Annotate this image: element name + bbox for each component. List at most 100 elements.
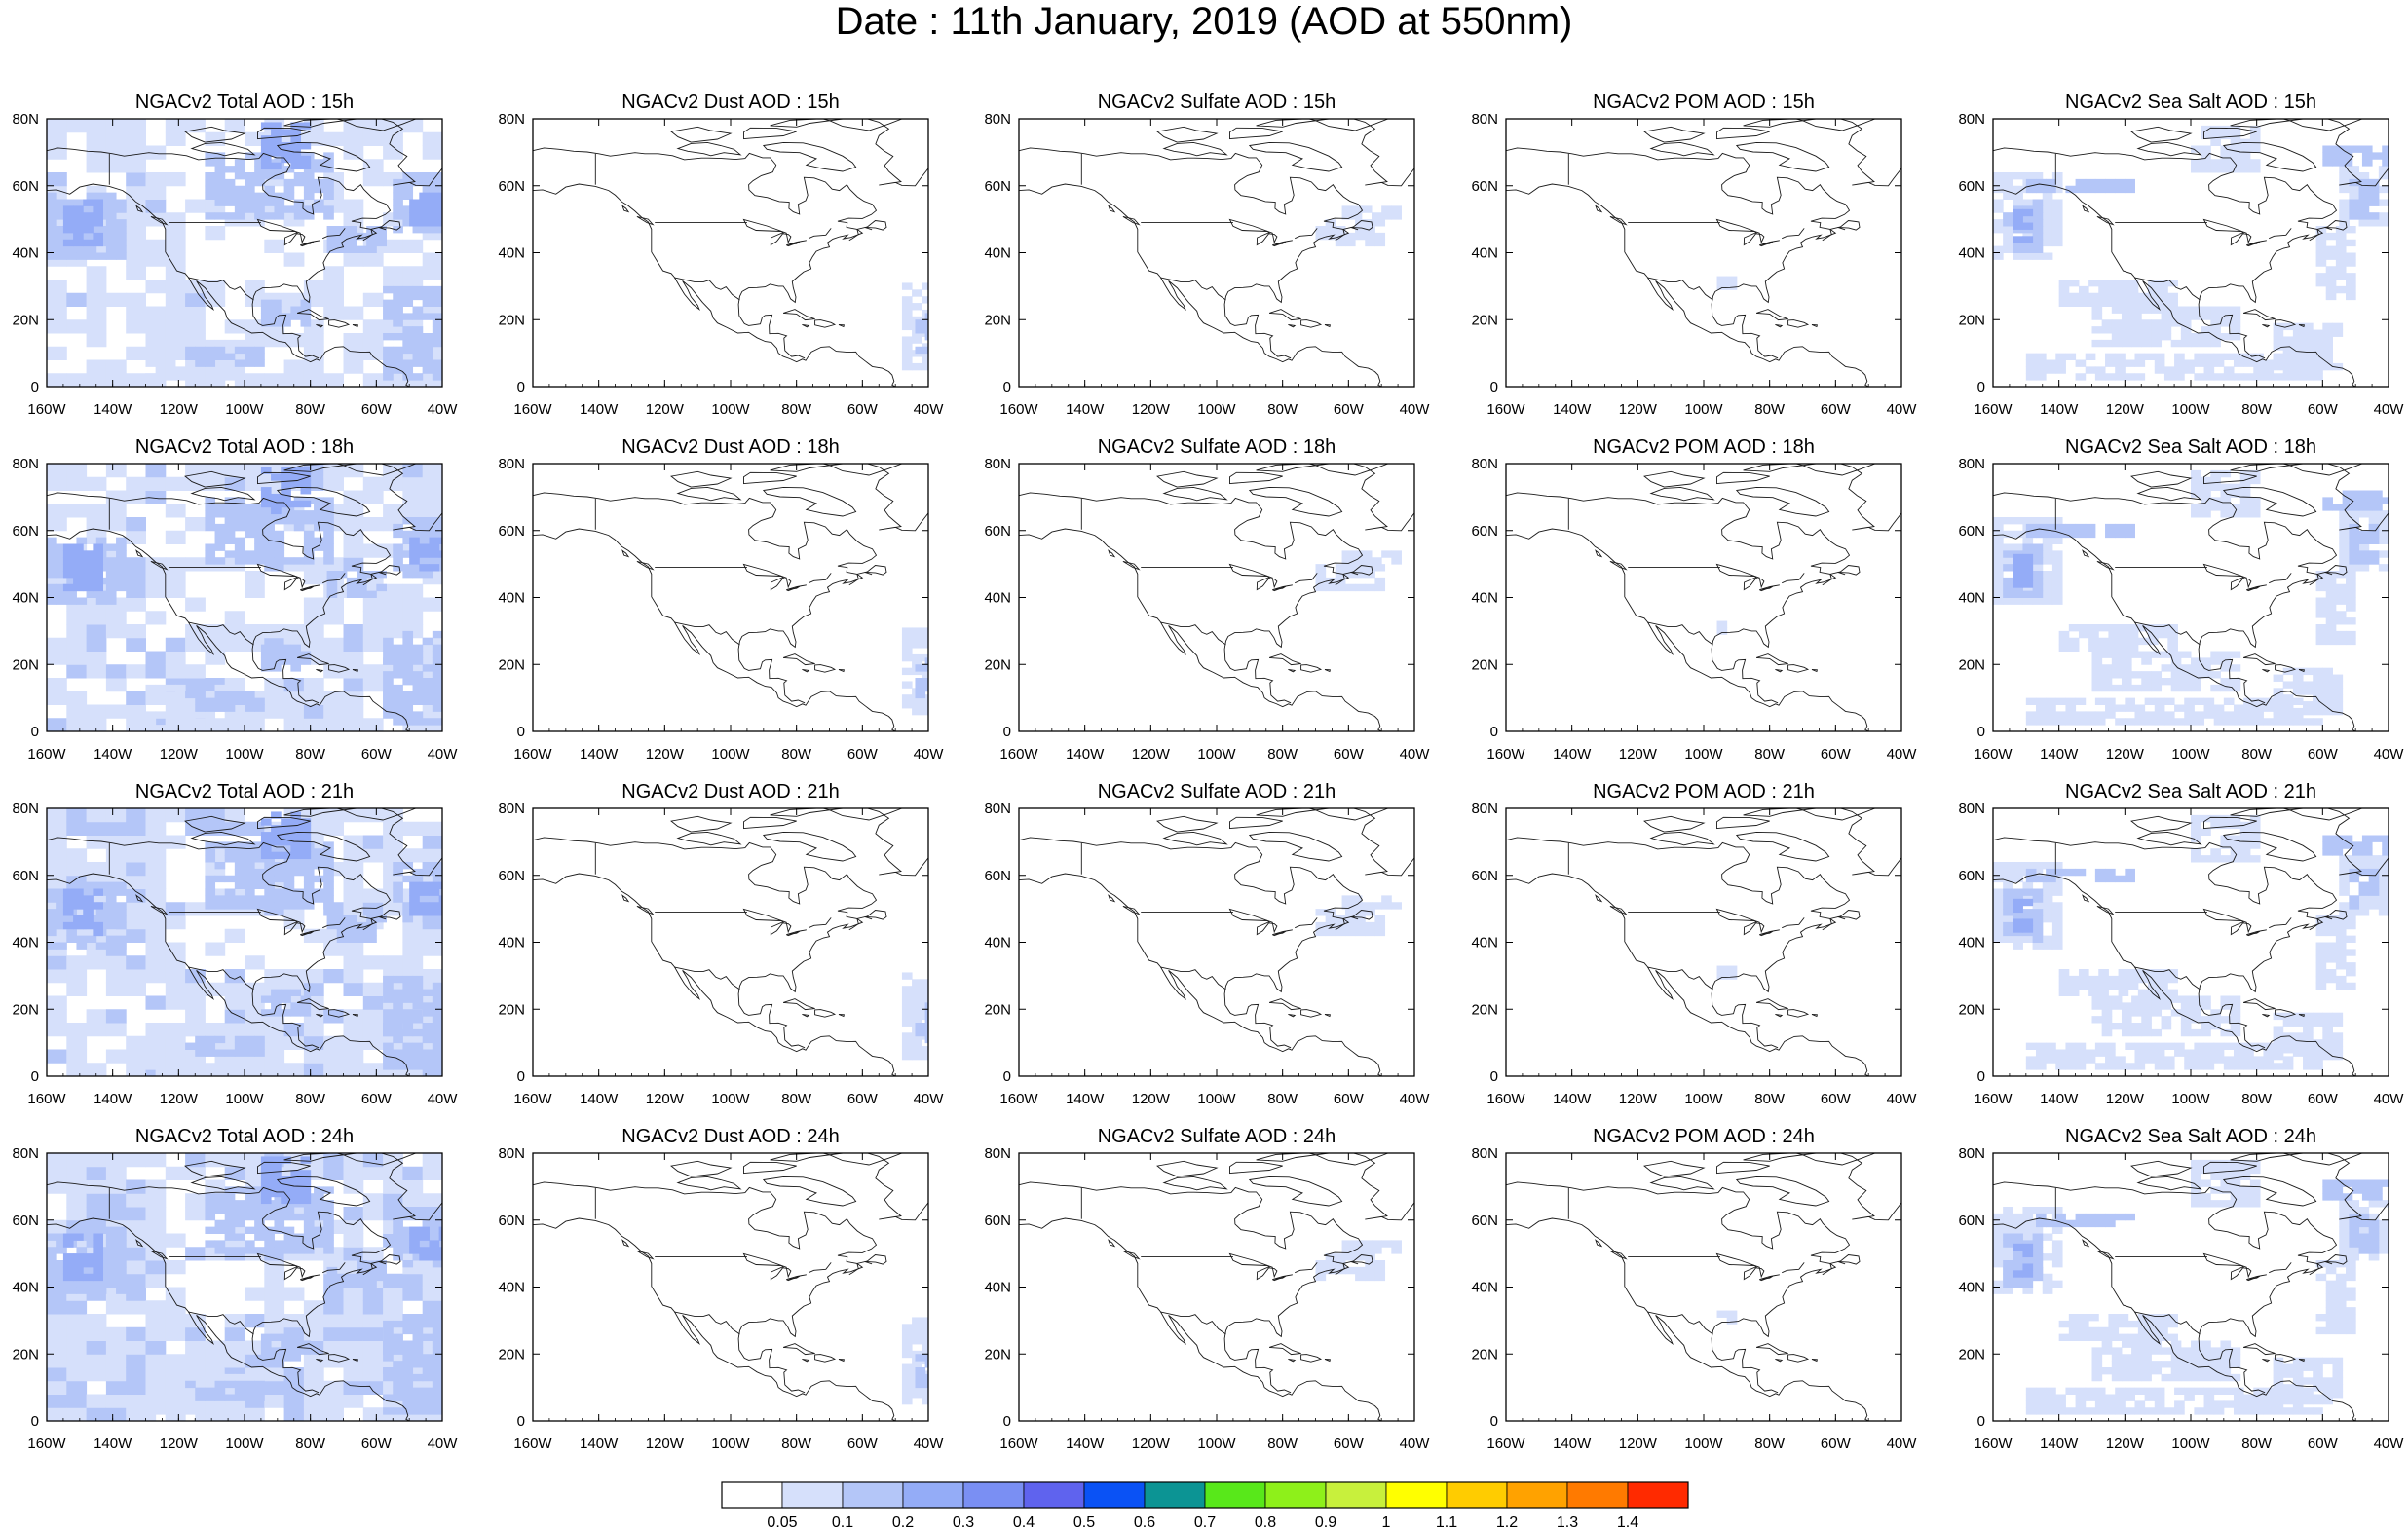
aod-cell xyxy=(393,881,403,889)
aod-cell xyxy=(2315,962,2327,970)
aod-cell xyxy=(2342,145,2353,153)
panel-title: NGACv2 POM AOD : 18h xyxy=(1593,436,1815,458)
aod-cell xyxy=(2141,306,2152,314)
aod-cell xyxy=(234,704,245,712)
aod-cell xyxy=(245,982,265,996)
lon-tick-label: 140W xyxy=(580,1091,619,1107)
aod-cell xyxy=(47,862,67,877)
aod-cell xyxy=(165,725,176,731)
aod-cell xyxy=(260,844,272,853)
aod-cell xyxy=(422,691,433,699)
aod-cell xyxy=(245,152,255,160)
aod-cell xyxy=(83,226,94,234)
aod-cell xyxy=(2046,530,2056,539)
aod-cell xyxy=(1993,537,2004,544)
aod-cell xyxy=(83,557,94,565)
aod-cell xyxy=(224,530,236,539)
aod-cell xyxy=(2098,280,2109,287)
island-outline xyxy=(2230,464,2304,472)
aod-cell xyxy=(912,998,922,1007)
aod-cell xyxy=(2346,280,2356,287)
aod-cell xyxy=(47,464,67,478)
aod-cell xyxy=(2249,166,2261,173)
aod-cell xyxy=(234,881,245,889)
lon-tick-label: 40W xyxy=(2374,401,2405,418)
aod-cell xyxy=(283,902,295,910)
aod-cell xyxy=(214,1063,226,1070)
aod-cell xyxy=(2339,212,2350,220)
aod-cell xyxy=(76,245,88,253)
aod-cell xyxy=(2105,875,2116,883)
aod-cell xyxy=(2358,862,2370,870)
aod-cell xyxy=(412,523,424,532)
aod-cell xyxy=(409,219,420,227)
aod-cell xyxy=(2325,942,2337,950)
aod-cell xyxy=(214,523,226,532)
aod-cell xyxy=(2249,855,2261,863)
aod-cell xyxy=(2125,373,2135,381)
aod-cell xyxy=(245,862,255,870)
aod-cell xyxy=(412,975,424,984)
political-border xyxy=(2134,621,2201,646)
aod-cell xyxy=(86,119,107,133)
aod-cell xyxy=(383,299,394,307)
aod-cell xyxy=(343,848,364,863)
aod-cell xyxy=(1374,577,1386,585)
aod-cell xyxy=(2378,875,2389,883)
aod-cell xyxy=(245,718,265,731)
aod-cell xyxy=(419,199,430,206)
aod-cell xyxy=(1315,909,1327,916)
aod-cell xyxy=(2144,711,2156,719)
aod-cell xyxy=(303,875,315,883)
aod-cell xyxy=(1993,895,2004,903)
aod-cell xyxy=(314,497,324,504)
aod-cell xyxy=(56,564,67,572)
island-outline xyxy=(184,126,246,143)
aod-cell xyxy=(105,212,117,220)
aod-cell xyxy=(2239,152,2251,160)
aod-cell xyxy=(376,583,387,592)
aod-cell xyxy=(402,697,414,705)
aod-cell xyxy=(2148,624,2159,632)
aod-cell xyxy=(901,1005,913,1014)
aod-cell xyxy=(165,266,186,280)
aod-cell xyxy=(66,624,88,639)
aod-cell xyxy=(2253,366,2264,374)
aod-cell xyxy=(1341,205,1353,213)
aod-cell xyxy=(2332,504,2344,511)
aod-cell xyxy=(2263,366,2275,374)
aod-cell xyxy=(47,835,67,849)
aod-cell xyxy=(274,557,285,565)
aod-cell xyxy=(165,651,186,665)
political-border xyxy=(1782,917,1805,929)
aod-cell xyxy=(2220,995,2232,1003)
map-background xyxy=(1506,808,1901,1076)
aod-cell xyxy=(409,212,420,220)
aod-cell xyxy=(432,319,442,327)
aod-cell xyxy=(323,159,334,167)
aod-cell xyxy=(93,205,104,213)
aod-field xyxy=(1993,119,2389,387)
aod-cell xyxy=(2358,185,2370,194)
aod-cell xyxy=(293,212,305,220)
aod-cell xyxy=(105,678,127,692)
aod-cell xyxy=(2151,319,2163,327)
aod-cell xyxy=(260,493,272,502)
aod-cell xyxy=(2125,523,2135,532)
aod-cell xyxy=(432,359,442,367)
aod-cell xyxy=(2230,483,2241,491)
aod-cell xyxy=(2163,1042,2175,1050)
aod-cell xyxy=(126,145,146,160)
map-panel-sulfate-18h: 160W 140W 120W 100W 80W 60W 40W020N40N60N80NNG… xyxy=(984,436,1430,763)
aod-cell xyxy=(362,252,384,267)
coastline xyxy=(47,492,392,704)
aod-cell xyxy=(2125,530,2135,539)
aod-cell xyxy=(323,166,334,173)
aod-cell xyxy=(2111,995,2123,1003)
aod-cell xyxy=(2292,667,2304,676)
aod-cell xyxy=(383,476,403,491)
aod-cell xyxy=(126,875,146,889)
aod-cell xyxy=(2022,935,2034,943)
aod-cell xyxy=(2078,299,2089,307)
aod-cell xyxy=(254,178,265,187)
